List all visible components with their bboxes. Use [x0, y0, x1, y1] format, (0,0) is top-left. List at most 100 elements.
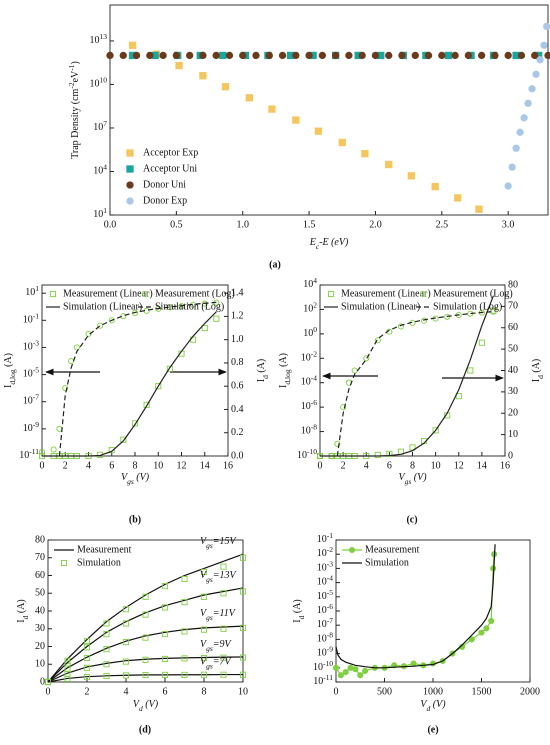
- marker: [239, 624, 247, 631]
- marker: [464, 51, 473, 60]
- marker: [108, 447, 115, 454]
- y2-tick-label: 60: [508, 322, 518, 333]
- marker: [532, 70, 540, 78]
- marker: [103, 672, 110, 680]
- marker: [338, 138, 346, 147]
- marker: [544, 51, 550, 60]
- legend-label: Donor Uni: [143, 179, 186, 190]
- marker: [200, 593, 208, 600]
- marker: [166, 365, 173, 372]
- marker: [219, 51, 227, 60]
- y2-tick-label: 0: [508, 450, 513, 461]
- marker: [143, 401, 150, 408]
- marker: [508, 163, 516, 171]
- y2-tick-label: 80: [508, 279, 518, 290]
- marker: [122, 606, 130, 613]
- marker: [444, 51, 453, 60]
- x-tick-label: 6: [109, 460, 114, 471]
- y-tick-label: 10-8: [317, 630, 333, 645]
- marker: [245, 94, 254, 102]
- curve-label: Vgs=15V: [200, 536, 238, 549]
- y-tick-label: 60: [35, 570, 45, 581]
- x-tick-label: 4: [364, 460, 369, 471]
- legend-marker: [60, 559, 68, 567]
- marker: [424, 51, 433, 60]
- marker: [85, 330, 92, 337]
- y-tick-label: 10-10: [297, 447, 317, 462]
- y-tick-label: 100: [303, 325, 317, 340]
- legend-label: Simulation (Log): [155, 301, 224, 312]
- panel-label: (a): [269, 259, 281, 270]
- y-axis-title: Id,log (A): [3, 353, 16, 388]
- data-line: [47, 587, 244, 683]
- marker: [83, 664, 91, 671]
- legend-marker: [141, 290, 149, 298]
- x-axis-title: Vgs (V): [121, 472, 150, 485]
- x-tick-label: 6: [387, 460, 392, 471]
- y-tick-label: 10-7: [317, 616, 333, 631]
- curve-label: Vgs=7V: [200, 657, 233, 670]
- marker: [265, 51, 273, 60]
- marker: [438, 51, 446, 60]
- legend-marker: [348, 546, 356, 554]
- x-tick-label: 500: [377, 686, 392, 697]
- y-tick-label: 10-9: [317, 644, 333, 659]
- y2-tick-label: 0.8: [231, 357, 244, 368]
- marker: [83, 644, 91, 651]
- x-tick-label: 0: [318, 460, 323, 471]
- y2-tick-label: 0.6: [231, 381, 244, 392]
- x-tick-label: 10: [153, 460, 163, 471]
- y-tick-label: 70: [35, 552, 45, 563]
- marker: [200, 568, 208, 575]
- marker: [103, 631, 110, 638]
- marker: [504, 51, 512, 60]
- legend-marker: [49, 290, 57, 298]
- marker: [397, 323, 404, 330]
- marker: [122, 658, 130, 665]
- y-tick-label: 10-2: [317, 545, 333, 560]
- marker: [421, 317, 428, 324]
- legend-label: Simulation (Log): [433, 301, 502, 312]
- data-line: [47, 625, 244, 683]
- y2-tick-label: 0.4: [231, 404, 244, 415]
- panel-label: (e): [427, 724, 438, 735]
- marker: [103, 620, 110, 627]
- x-tick-label: 6: [163, 686, 168, 697]
- marker: [239, 554, 247, 561]
- marker: [524, 99, 532, 107]
- x-tick-label: 1.5: [303, 219, 316, 230]
- marker: [64, 675, 71, 682]
- marker: [334, 440, 341, 447]
- marker: [491, 51, 499, 60]
- legend-marker: [126, 149, 134, 157]
- marker: [175, 61, 183, 70]
- y-tick-label: 1013: [90, 32, 108, 47]
- marker: [340, 404, 347, 411]
- x-axis-title: Vd (V): [420, 699, 446, 712]
- x-tick-label: 4: [86, 460, 91, 471]
- y-tick-label: 10-3: [23, 338, 39, 353]
- x-tick-label: 12: [454, 460, 464, 471]
- y2-axis-title: Id (A): [531, 359, 544, 382]
- marker: [351, 367, 358, 374]
- marker: [161, 631, 169, 638]
- curve-label: Vgs=13V: [200, 570, 238, 583]
- marker: [536, 56, 544, 64]
- y-tick-label: 10-2: [301, 349, 317, 364]
- legend-label: Simulation (Linear): [63, 301, 142, 312]
- marker: [239, 588, 247, 595]
- y-tick-label: 10-6: [317, 602, 333, 617]
- x-tick-label: 10: [431, 460, 441, 471]
- marker: [292, 51, 300, 60]
- y-tick-label: 80: [35, 534, 45, 545]
- marker: [468, 636, 475, 643]
- marker: [199, 51, 207, 60]
- marker: [292, 116, 300, 124]
- marker: [252, 51, 260, 60]
- marker: [83, 673, 91, 681]
- y2-tick-label: 1.0: [231, 334, 244, 345]
- y-tick-label: 1010: [90, 75, 108, 90]
- marker: [543, 22, 550, 31]
- x-axis-title: Vgs (V): [398, 472, 427, 485]
